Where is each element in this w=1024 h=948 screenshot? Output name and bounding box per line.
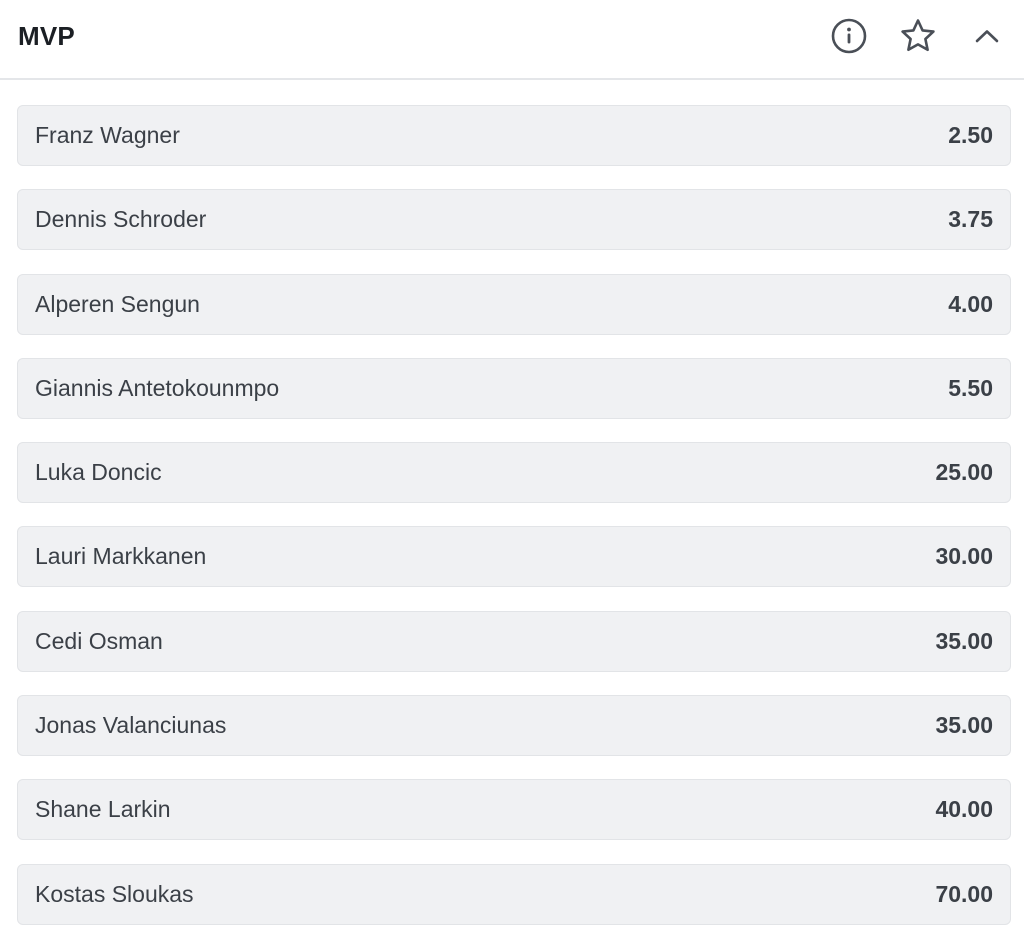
- odds-value: 5.50: [948, 374, 993, 401]
- odds-value: 4.00: [948, 290, 993, 317]
- odds-value: 70.00: [935, 880, 993, 907]
- selection-row[interactable]: Alperen Sengun 4.00: [17, 273, 1011, 335]
- chevron-up-icon: [975, 30, 999, 43]
- selection-row[interactable]: Kostas Sloukas 70.00: [17, 863, 1011, 925]
- player-name: Alperen Sengun: [35, 290, 200, 317]
- selection-row[interactable]: Lauri Markkanen 30.00: [17, 526, 1011, 588]
- selection-row[interactable]: Giannis Antetokounmpo 5.50: [17, 357, 1011, 419]
- odds-value: 35.00: [935, 627, 993, 654]
- odds-value: 2.50: [948, 122, 993, 148]
- player-name: Franz Wagner: [35, 122, 180, 148]
- player-name: Giannis Antetokounmpo: [35, 374, 280, 401]
- player-name: Dennis Schroder: [35, 206, 207, 233]
- player-name: Jonas Valanciunas: [35, 712, 227, 739]
- market-title: MVP: [18, 21, 75, 51]
- selection-row[interactable]: Jonas Valanciunas 35.00: [17, 695, 1011, 757]
- odds-value: 30.00: [935, 543, 993, 570]
- selection-row[interactable]: Luka Doncic 25.00: [17, 442, 1011, 504]
- selection-row[interactable]: Franz Wagner 2.50: [17, 105, 1011, 166]
- info-button[interactable]: [829, 16, 869, 56]
- odds-value: 35.00: [935, 712, 993, 739]
- selection-list: Franz Wagner 2.50 Dennis Schroder 3.75 A…: [17, 105, 1011, 948]
- favorite-button[interactable]: [898, 16, 938, 56]
- star-outline-icon: [901, 19, 935, 52]
- selection-row[interactable]: Dennis Schroder 3.75: [17, 189, 1011, 251]
- player-name: Luka Doncic: [35, 459, 162, 486]
- collapse-button[interactable]: [967, 16, 1007, 56]
- selection-row[interactable]: Cedi Osman 35.00: [17, 610, 1011, 672]
- market-header: MVP: [0, 0, 1024, 80]
- odds-value: 3.75: [948, 206, 993, 233]
- player-name: Lauri Markkanen: [35, 543, 207, 570]
- player-name: Cedi Osman: [35, 627, 163, 654]
- selection-row[interactable]: Shane Larkin 40.00: [17, 779, 1011, 841]
- info-circle-icon: [831, 18, 867, 54]
- odds-value: 25.00: [935, 459, 993, 486]
- player-name: Shane Larkin: [35, 796, 171, 823]
- odds-value: 40.00: [935, 796, 993, 823]
- player-name: Kostas Sloukas: [35, 880, 194, 907]
